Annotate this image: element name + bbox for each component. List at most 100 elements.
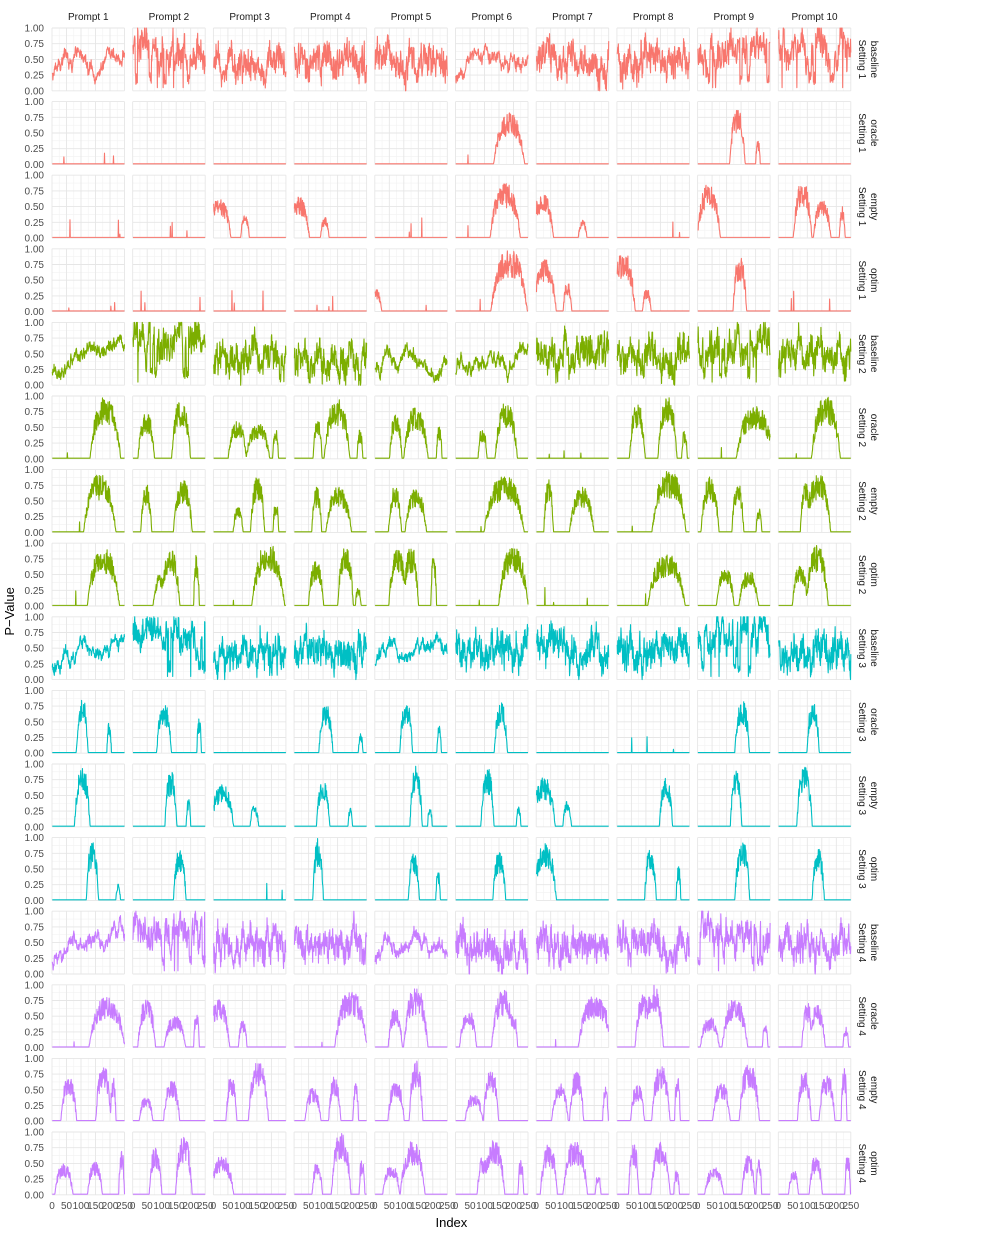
y-tick-label: 0.75 (25, 849, 45, 860)
y-tick-label: 0.00 (25, 749, 45, 760)
facet-panel (293, 101, 368, 165)
series-line (51, 633, 126, 676)
x-tick-label: 0 (695, 1201, 701, 1212)
facet-panel (697, 616, 771, 681)
row-strip-setting: Setting 4 (856, 923, 867, 963)
facet-panel (616, 101, 690, 165)
facet-panel (616, 689, 690, 754)
y-tick-label: 1.00 (25, 612, 45, 623)
facet-panel (535, 616, 610, 681)
y-tick-label: 0.25 (25, 954, 45, 965)
series-line (294, 548, 367, 606)
y-tick-label: 1.00 (25, 318, 45, 329)
facet-panel (293, 542, 368, 607)
series-line (213, 999, 287, 1048)
series-line (213, 1156, 287, 1195)
facet-panel (293, 1131, 368, 1196)
series-line (455, 183, 529, 238)
series-line (293, 910, 368, 966)
series-line (535, 843, 609, 901)
series-line (294, 295, 367, 312)
series-line (616, 554, 690, 606)
x-tick-label: 50 (626, 1201, 638, 1212)
facet-panel (455, 616, 529, 681)
series-line (374, 853, 448, 901)
y-axis-title: P−Value (2, 587, 17, 636)
row-strip-label: emptySetting 2 (856, 481, 879, 521)
facet-panel (455, 542, 529, 607)
facet-panel (51, 174, 125, 239)
x-tick-label: 0 (372, 1201, 378, 1212)
facet-panel (777, 174, 852, 239)
y-tick-label: 0.50 (25, 202, 45, 213)
series-line (293, 622, 368, 681)
facet-panel (697, 984, 771, 1049)
column-strip-label: Prompt 8 (633, 12, 674, 23)
row-strip-setting: Setting 4 (856, 1070, 867, 1110)
series-line (294, 706, 367, 754)
y-tick-label: 0.75 (25, 186, 45, 197)
y-tick-label: 0.25 (25, 1027, 45, 1038)
row-strip-method: baseline (868, 41, 879, 79)
series-line (616, 221, 690, 238)
series-line (132, 402, 206, 459)
series-line (293, 337, 368, 386)
series-line (536, 1071, 609, 1122)
series-line (294, 838, 367, 901)
x-tick-label: 100 (315, 1201, 332, 1212)
series-line (293, 37, 368, 87)
facet-panel (455, 984, 529, 1049)
facet-panel (293, 984, 368, 1049)
row-strip-method: baseline (868, 630, 879, 668)
facet-panel (535, 27, 610, 92)
x-tick-label: 250 (600, 1201, 617, 1212)
y-tick-label: 1.00 (25, 980, 45, 991)
facet-panel (374, 837, 448, 901)
series-line (455, 112, 529, 165)
series-line (213, 326, 287, 386)
x-tick-label: 200 (747, 1201, 764, 1212)
series-line (616, 1141, 690, 1195)
series-line (374, 342, 448, 383)
facet-panel (212, 984, 287, 1049)
x-tick-label: 0 (453, 1201, 459, 1212)
x-tick-label: 100 (799, 1201, 816, 1212)
series-line (616, 984, 690, 1048)
x-tick-label: 150 (571, 1201, 588, 1212)
series-line (455, 916, 529, 975)
series-line (374, 631, 448, 667)
series-line (455, 250, 529, 312)
series-line (697, 321, 771, 383)
facet-panel (51, 689, 125, 754)
row-strip-setting: Setting 2 (856, 555, 867, 595)
y-tick-label: 0.75 (25, 554, 45, 565)
facet-panel (455, 395, 529, 460)
row-strip-setting: Setting 4 (856, 1144, 867, 1184)
x-tick-label: 100 (557, 1201, 574, 1212)
y-tick-label: 0.50 (25, 644, 45, 655)
series-line (455, 1071, 529, 1122)
y-tick-label: 0.00 (25, 822, 45, 833)
row-strip-setting: Setting 2 (856, 408, 867, 448)
facet-panel (51, 248, 125, 313)
series-line (374, 289, 448, 312)
facet-panel (293, 910, 368, 975)
series-line (455, 341, 529, 384)
facet-panel (51, 910, 126, 975)
facet-panel (374, 542, 448, 607)
series-line (455, 1140, 529, 1195)
facet-panel (777, 837, 852, 901)
y-tick-label: 0.00 (25, 86, 45, 97)
row-strip-method: baseline (868, 335, 879, 373)
y-tick-label: 0.75 (25, 113, 45, 124)
facet-panel (132, 27, 206, 92)
facet-panel (455, 101, 529, 165)
facet-panel (212, 27, 287, 92)
x-tick-label: 200 (667, 1201, 684, 1212)
facet-panel (455, 27, 529, 92)
series-line (697, 1064, 771, 1122)
series-line (697, 701, 771, 754)
row-strip-setting: Setting 2 (856, 334, 867, 374)
row-strip-label: oracleSetting 3 (856, 702, 879, 742)
x-tick-label: 250 (358, 1201, 375, 1212)
